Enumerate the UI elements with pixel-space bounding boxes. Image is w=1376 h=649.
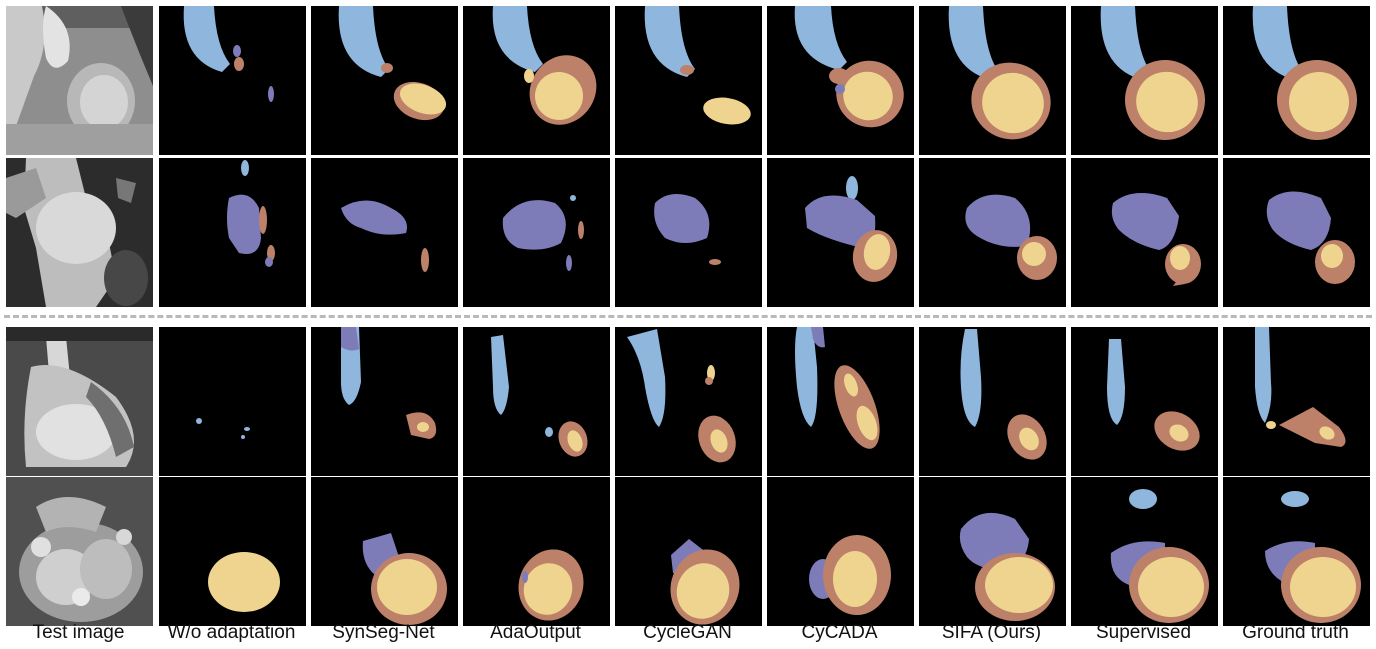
ct-row-1-supervised-image	[1071, 6, 1218, 155]
mr-row-1-ground-truth-image	[1223, 327, 1370, 476]
mr-row-2-supervised-image	[1071, 477, 1218, 626]
ct-row-2-wo-adaptation-image	[159, 158, 306, 307]
column-label-test-image: Test image	[32, 622, 125, 643]
column-label-adaoutput: AdaOutput	[490, 622, 581, 643]
column-label-synseg-net: SynSeg-Net	[332, 622, 435, 643]
ct-row-2-synseg-net-image	[311, 158, 458, 307]
ct-row-1-synseg-net-image	[311, 6, 458, 155]
mr-row-2-test-image-image	[6, 477, 153, 626]
mr-row-1-cycada-image	[767, 327, 914, 476]
column-label-supervised: Supervised	[1095, 622, 1192, 643]
column-label-wo-adaptation: W/o adaptation	[167, 622, 296, 643]
ct-row-1-cycada-image	[767, 6, 914, 155]
column-label-cyclegan: CycleGAN	[643, 622, 732, 643]
ct-row-2-supervised-image	[1071, 158, 1218, 307]
mr-row-2-ground-truth-image	[1223, 477, 1370, 626]
mr-row-2-adaoutput-image	[463, 477, 610, 626]
ct-row-1-test-image-image	[6, 6, 153, 155]
mr-row-1-cyclegan-image	[615, 327, 762, 476]
mr-row-2-cycada-image	[767, 477, 914, 626]
ct-row-2-test-image-image	[6, 158, 153, 307]
mr-row-1-wo-adaptation-image	[159, 327, 306, 476]
mr-row-1-adaoutput-image	[463, 327, 610, 476]
ct-row-1-cyclegan-image	[615, 6, 762, 155]
column-label-cycada: CyCADA	[801, 622, 878, 643]
mr-row-1-test-image-image	[6, 327, 153, 476]
column-label-ground-truth: Ground truth	[1242, 622, 1349, 643]
mr-row-1-supervised-image	[1071, 327, 1218, 476]
mr-row-2-wo-adaptation-image	[159, 477, 306, 626]
ct-row-2-cycada-image	[767, 158, 914, 307]
mr-row-1-sifa-image	[919, 327, 1066, 476]
ct-row-2-adaoutput-image	[463, 158, 610, 307]
mr-row-2-sifa-image	[919, 477, 1066, 626]
modality-divider	[4, 315, 1372, 318]
ct-row-2-cyclegan-image	[615, 158, 762, 307]
ct-row-1-adaoutput-image	[463, 6, 610, 155]
ct-row-1-wo-adaptation-image	[159, 6, 306, 155]
ct-row-1-ground-truth-image	[1223, 6, 1370, 155]
ct-row-2-ground-truth-image	[1223, 158, 1370, 307]
mr-row-2-cyclegan-image	[615, 477, 762, 626]
mr-row-2-synseg-net-image	[311, 477, 458, 626]
column-label-sifa: SIFA (Ours)	[941, 622, 1042, 643]
ct-row-2-sifa-image	[919, 158, 1066, 307]
mr-row-1-synseg-net-image	[311, 327, 458, 476]
ct-row-1-sifa-image	[919, 6, 1066, 155]
